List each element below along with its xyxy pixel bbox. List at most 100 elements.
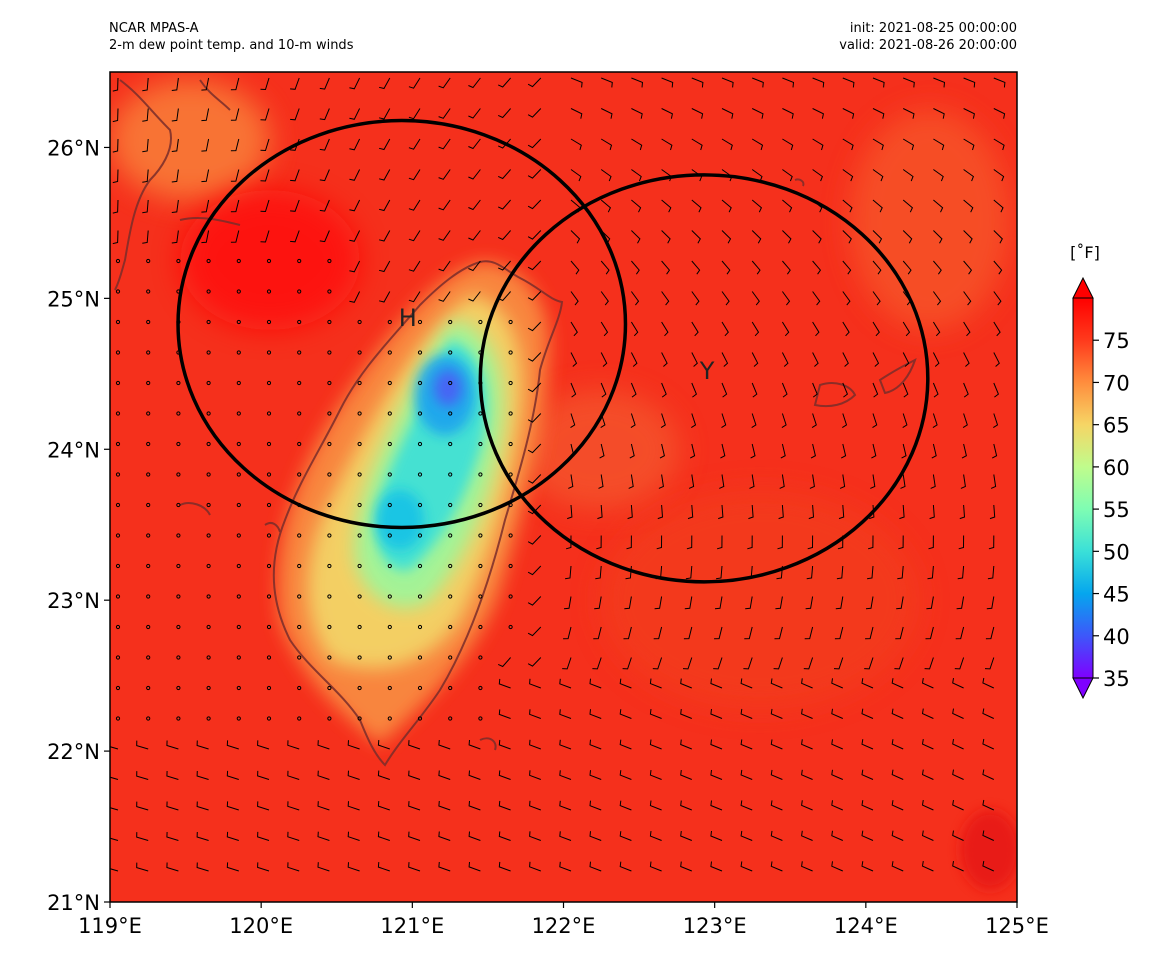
wind-barb: [408, 801, 421, 811]
wind-barb: [748, 504, 754, 520]
wind-barb: [619, 861, 632, 872]
wind-barb: [721, 260, 731, 275]
calm-wind-marker: [448, 594, 453, 599]
wind-barb: [831, 861, 843, 872]
wind-barb: [529, 770, 541, 780]
wind-barb: [619, 739, 632, 750]
calm-wind-marker: [327, 411, 332, 416]
calm-wind-marker: [417, 563, 423, 569]
calm-wind-marker: [508, 624, 513, 630]
wind-barb: [838, 504, 845, 520]
wind-barb: [682, 657, 693, 670]
wind-barb: [842, 108, 855, 119]
wind-barb: [897, 565, 904, 580]
wind-barb: [781, 291, 791, 306]
wind-barb: [808, 504, 815, 520]
calm-wind-marker: [236, 350, 241, 355]
wind-barb: [932, 321, 941, 337]
wind-barb: [872, 199, 883, 213]
wind-barb: [468, 800, 481, 811]
wind-barb: [782, 169, 793, 182]
wind-barb: [872, 108, 885, 119]
wind-barb: [961, 443, 967, 459]
wind-barb: [136, 862, 149, 872]
wind-barb: [842, 413, 848, 429]
wind-barb: [527, 230, 542, 240]
coastlines: [114, 79, 917, 767]
wind-barb: [408, 169, 421, 181]
wind-barb: [230, 230, 240, 243]
calm-wind-marker: [387, 685, 392, 691]
model-name: NCAR MPAS-A: [109, 21, 199, 36]
land-min-dewpoint: [434, 370, 462, 406]
calm-wind-marker: [115, 411, 121, 416]
wind-barb: [630, 413, 636, 429]
wind-barb: [993, 230, 1003, 244]
wind-barb: [600, 291, 609, 306]
wind-barb: [779, 474, 785, 489]
wind-barb: [570, 260, 580, 275]
wind-barb: [408, 770, 421, 780]
wind-barb: [952, 800, 964, 811]
shade-mid-ocean: [520, 390, 680, 510]
calm-wind-marker: [115, 533, 121, 538]
wind-barb: [780, 443, 786, 459]
wind-barb: [683, 626, 693, 640]
wind-barb: [438, 291, 451, 302]
wind-barb: [872, 230, 883, 244]
calm-wind-marker: [236, 380, 241, 386]
wind-barb: [166, 862, 179, 872]
wind-barb: [438, 831, 451, 841]
wind-barb: [408, 230, 421, 242]
wind-barb: [986, 596, 995, 610]
wind-barb: [740, 830, 753, 841]
wind-barb: [745, 596, 753, 610]
wind-barb: [317, 801, 330, 811]
shade-northwest: [110, 80, 270, 200]
wind-barb: [468, 169, 481, 180]
wind-barb: [319, 230, 330, 243]
wind-barb: [963, 199, 974, 213]
wind-barb: [377, 862, 390, 872]
calm-wind-marker: [206, 411, 211, 416]
calm-wind-marker: [236, 716, 241, 721]
wind-barb: [770, 830, 783, 841]
calm-wind-marker: [115, 685, 121, 691]
calm-wind-marker: [327, 685, 332, 691]
wind-barb: [600, 352, 608, 367]
wind-barb: [201, 230, 210, 244]
wind-barb: [720, 443, 726, 459]
wind-barb: [171, 77, 179, 91]
land-cyan-south: [376, 490, 424, 550]
calm-wind-marker: [236, 411, 241, 416]
wind-barb: [408, 862, 421, 872]
wind-barb: [921, 800, 934, 811]
wind-barb: [378, 291, 391, 303]
calm-wind-marker: [206, 502, 211, 508]
wind-barb: [993, 138, 1005, 151]
wind-barb: [497, 108, 511, 119]
calm-wind-marker: [327, 350, 332, 355]
wind-barb: [751, 260, 761, 275]
wind-barb: [498, 739, 511, 750]
wind-barb: [952, 678, 964, 689]
wind-barb: [468, 77, 481, 89]
calm-wind-marker: [478, 655, 483, 660]
calm-wind-marker: [297, 472, 302, 477]
wind-barb: [497, 169, 511, 180]
wind-barb: [654, 596, 663, 610]
calm-wind-marker: [266, 289, 272, 294]
wind-barb: [902, 138, 915, 151]
wind-barb: [902, 169, 914, 182]
wind-barb: [631, 260, 640, 275]
storm-center-marker: Y: [699, 357, 715, 385]
wind-barb: [497, 138, 511, 149]
wind-barb: [317, 770, 330, 780]
wind-barb: [595, 565, 602, 580]
wind-barb: [781, 321, 790, 337]
wind-barb: [468, 291, 481, 302]
wind-barb: [559, 709, 572, 719]
wind-barb: [751, 169, 763, 182]
wind-barb: [812, 230, 822, 244]
